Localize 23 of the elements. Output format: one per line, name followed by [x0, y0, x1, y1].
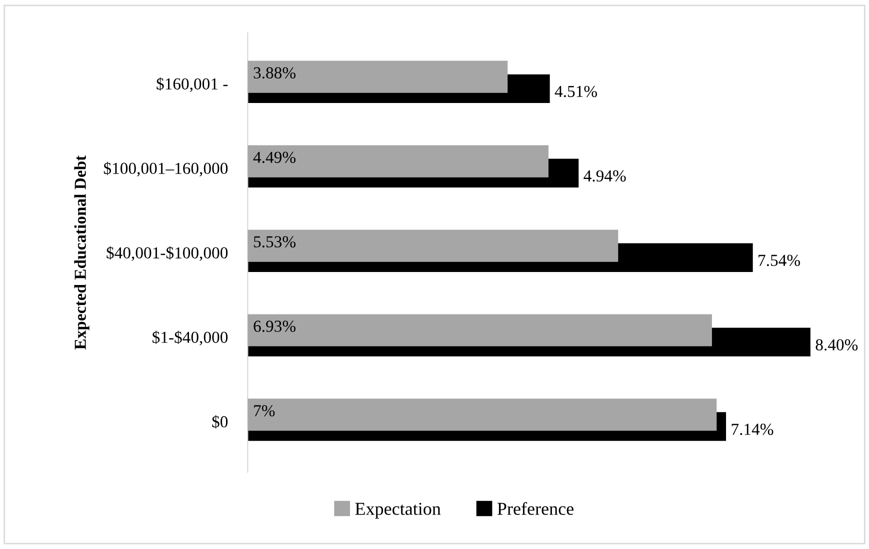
data-label: 6.93%: [254, 320, 296, 332]
y-tick-label: $40,001-$100,000: [106, 246, 228, 261]
legend-label: Expectation: [355, 502, 441, 519]
bar: [248, 145, 548, 178]
data-label: 7.54%: [758, 254, 800, 266]
y-tick-label: $160,001 -: [156, 77, 228, 92]
data-label: 4.94%: [584, 170, 626, 182]
data-label: 8.40%: [816, 339, 858, 351]
data-label: 4.51%: [554, 86, 597, 98]
bar: [248, 60, 508, 93]
y-tick-label: $0: [212, 415, 228, 429]
data-label: 3.88%: [254, 67, 296, 79]
y-tick-label: $100,001–160,000: [104, 162, 228, 176]
bar: [248, 314, 712, 346]
data-label: 5.53%: [254, 236, 296, 248]
data-label: 4.49%: [253, 152, 296, 164]
y-axis-title: Expected Educational Debt: [74, 155, 90, 350]
data-label: 7%: [254, 405, 275, 416]
data-label: 7.14%: [732, 424, 774, 435]
legend-label: Preference: [497, 502, 574, 515]
y-tick-label: $1-$40,000: [152, 330, 228, 346]
bar: [248, 398, 717, 431]
bar: [248, 230, 618, 262]
